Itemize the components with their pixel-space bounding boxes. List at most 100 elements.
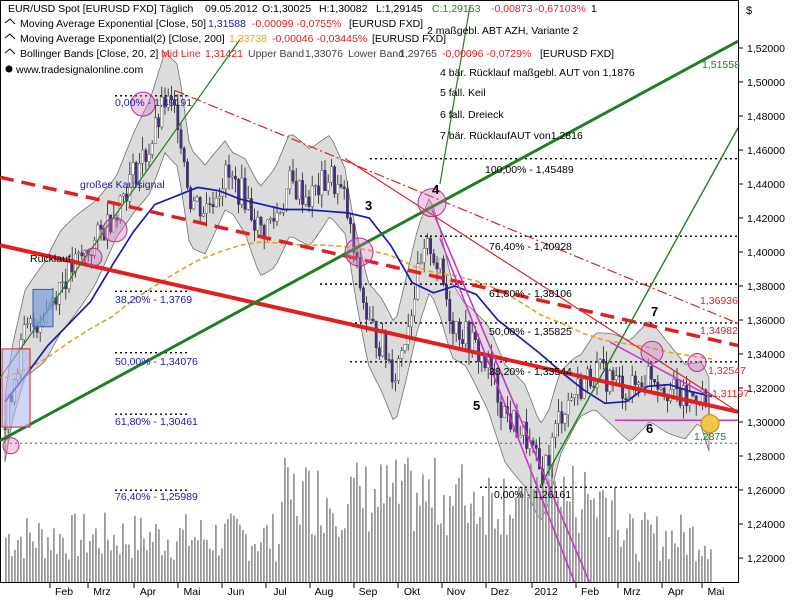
volume-bar	[413, 530, 415, 582]
volume-bar	[329, 508, 331, 582]
candle-body	[426, 237, 429, 249]
y-tick-label: 1,50000	[747, 77, 785, 89]
volume-bar	[119, 554, 121, 582]
volume-bar	[473, 491, 475, 582]
volume-bar	[566, 501, 568, 582]
candle-body	[432, 253, 436, 264]
volume-bar	[200, 520, 202, 582]
volume-bar	[311, 534, 313, 582]
volume-bar	[629, 513, 631, 582]
volume-bar	[92, 534, 94, 582]
x-tick-label: Nov	[447, 586, 466, 598]
x-tick-label: Dez	[491, 586, 510, 598]
volume-bar	[533, 489, 535, 582]
volume-bar	[467, 522, 469, 582]
candle-body	[336, 184, 340, 195]
candle-body	[160, 96, 164, 128]
volume-bar	[32, 541, 34, 582]
ema200-line	[4, 240, 713, 379]
legend-bb-text: Bollinger Bands [Close, 20, 2]	[20, 48, 158, 60]
candle-body	[153, 117, 157, 144]
candle-body	[26, 323, 29, 325]
candle-body	[326, 182, 330, 191]
currency-label: $	[746, 5, 752, 17]
x-tick-label: Okt	[404, 586, 420, 598]
volume-bar	[449, 495, 451, 582]
annotation-2: 2 maßgebl. ABT AZH, Variante 2	[427, 25, 579, 37]
volume-bar	[221, 548, 223, 582]
legend-ema50-text: Moving Average Exponential [Close, 50]	[20, 18, 206, 30]
volume-bar	[443, 494, 445, 582]
wedge-upper-line	[431, 209, 591, 582]
volume-bar	[359, 485, 361, 582]
legend-ema50-value: 1,31588	[208, 18, 246, 30]
fib-label: 50,00% - 1,35825	[489, 326, 572, 338]
candle-body	[3, 428, 7, 430]
volume-bar	[599, 491, 601, 582]
volume-bar	[80, 539, 82, 582]
wave-label-5: 5	[473, 398, 480, 413]
volume-bar	[500, 534, 502, 582]
candle-body	[419, 262, 423, 264]
wave-label-7: 7	[651, 304, 658, 319]
volume-bar	[437, 524, 439, 582]
bollinger-band-area	[4, 51, 710, 521]
candle-body	[378, 347, 381, 357]
candle-body	[502, 406, 506, 418]
candle-body	[185, 161, 189, 188]
volume-bar	[314, 535, 316, 582]
volume-bar	[41, 529, 43, 582]
highlight-circle	[83, 247, 103, 267]
candle-body	[272, 218, 276, 222]
price-tag: 1,34982	[700, 325, 738, 337]
plot-layer	[0, 5, 738, 582]
highlight-circle	[2, 437, 20, 455]
ohlc-low: L:1,29145	[376, 3, 423, 15]
candle-body	[189, 187, 192, 210]
volume-bar	[686, 554, 688, 582]
candle-body	[150, 143, 154, 155]
volume-bar	[590, 499, 592, 582]
volume-bar	[239, 524, 241, 582]
annotation-list: 2 maßgebl. ABT AZH, Variante 2 4 bär. Rü…	[427, 25, 635, 142]
source-label: www.tradesignalonline.com	[15, 64, 143, 76]
candle-body	[442, 258, 445, 285]
volume-bar	[650, 524, 652, 582]
volume-bar	[44, 558, 46, 582]
x-tick-label: Jun	[228, 586, 245, 598]
candle-body	[173, 99, 176, 106]
volume-bar	[527, 496, 529, 582]
volume-bar	[188, 545, 190, 582]
thin-resistance-line	[344, 157, 738, 413]
legend-ema50-change: -0,00099 -0,0755%	[252, 18, 341, 30]
volume-bar	[77, 555, 79, 582]
y-tick-label: 1,34000	[747, 349, 785, 361]
volume-bar	[209, 548, 211, 582]
volume-bar	[236, 518, 238, 582]
volume-bar	[326, 497, 328, 582]
candle-body	[384, 332, 388, 360]
volume-bar	[215, 524, 217, 582]
volume-bar	[56, 554, 58, 582]
short-uptrend-line	[439, 5, 471, 185]
volume-bar	[638, 561, 640, 582]
volume-bar	[407, 457, 409, 582]
candle-body	[653, 379, 657, 383]
price-tag: 1,31197	[712, 388, 749, 400]
volume-bar	[509, 514, 511, 582]
volume-bar	[83, 514, 85, 582]
legend-ema50-suffix: [EURUSD FXD]	[349, 18, 423, 30]
candle-body	[573, 394, 577, 398]
volume-bar	[461, 464, 463, 582]
volume-bar	[536, 477, 538, 582]
candle-body	[570, 397, 573, 401]
candle-body	[163, 96, 167, 108]
x-tick-label: Mrz	[623, 586, 641, 598]
dashdot-resistance-line	[174, 89, 738, 324]
volume-bar	[71, 515, 73, 582]
candle-body	[179, 129, 183, 149]
candle-body	[134, 162, 138, 184]
candle-body	[131, 162, 135, 175]
